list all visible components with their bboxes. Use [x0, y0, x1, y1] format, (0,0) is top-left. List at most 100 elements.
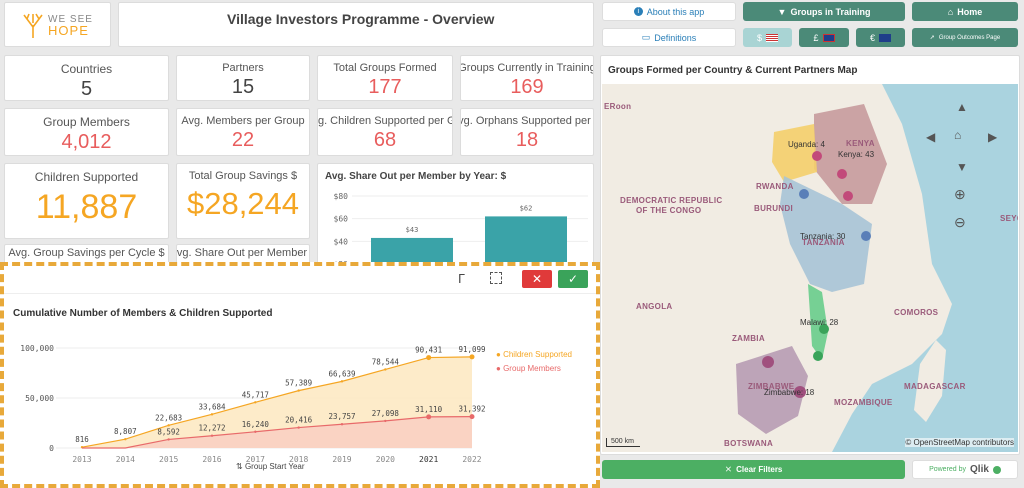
us-flag-icon	[766, 33, 778, 42]
data-point	[124, 437, 127, 441]
pan-right-icon[interactable]: ▶	[988, 130, 998, 144]
map-view[interactable]: ERoon DEMOCRATIC REPUBLIC OF THE CONGO A…	[602, 84, 1018, 452]
data-label: 27,098	[372, 409, 400, 418]
x-tick-label: 2019	[332, 455, 351, 464]
data-point	[210, 413, 214, 416]
kpi-avg-children[interactable]: Avg. Children Supported per G... 68	[317, 108, 453, 156]
map-marker	[837, 169, 847, 179]
overlay-toolbar: ᒥ ✕ ✓	[4, 266, 596, 294]
sort-icon: ⇅	[236, 462, 243, 471]
legend-children[interactable]: ● Children Supported	[496, 350, 572, 359]
info-icon: i	[633, 7, 643, 16]
group-outcomes-button[interactable]: ➚ Group Outcomes Page	[912, 28, 1018, 47]
data-point	[297, 426, 300, 429]
uk-flag-icon	[822, 33, 835, 42]
data-label: 16,240	[242, 420, 270, 429]
kpi-groups-training[interactable]: Groups Currently in Training 169	[460, 55, 594, 101]
pan-up-icon[interactable]: ▲	[956, 100, 968, 114]
book-icon: ▭	[641, 32, 651, 42]
africa-map	[602, 84, 952, 452]
data-label: 8,592	[157, 427, 180, 436]
map-label-drc: DEMOCRATIC REPUBLIC	[620, 196, 723, 205]
kpi-groups-formed[interactable]: Total Groups Formed 177	[317, 55, 453, 101]
map-marker	[819, 324, 829, 334]
map-marker	[812, 151, 822, 161]
bar-value-label: $43	[406, 226, 419, 234]
kpi-group-members[interactable]: Group Members 4,012	[4, 108, 169, 156]
qlik-logo-icon	[992, 465, 1001, 474]
data-point	[340, 423, 344, 426]
legend-members[interactable]: ● Group Members	[496, 364, 561, 373]
bar-y-tick-label: $60	[334, 215, 349, 224]
data-label: 33,684	[198, 402, 226, 411]
page-title: Village Investors Programme - Overview	[227, 11, 495, 27]
share-out-bar-chart: $20 $40 $60 $80 $43 $62	[334, 192, 588, 263]
x-tick-label: 2018	[289, 455, 308, 464]
kpi-countries[interactable]: Countries 5	[4, 55, 169, 101]
map-label-kenya: KENYA	[846, 139, 875, 148]
lasso-icon[interactable]: ᒥ	[458, 272, 465, 286]
x-tick-label: 2020	[376, 455, 395, 464]
groups-training-button[interactable]: ▼ Groups in Training	[743, 2, 905, 21]
kpi-partners[interactable]: Partners 15	[176, 55, 310, 101]
map-marker	[813, 351, 823, 361]
zoom-out-icon[interactable]: ⊖	[954, 214, 966, 230]
kpi-avg-members[interactable]: Avg. Members per Group 22	[176, 108, 310, 156]
zimbabwe-region	[736, 346, 808, 434]
data-label: 12,272	[198, 424, 225, 433]
zoom-in-icon[interactable]: ⊕	[954, 186, 966, 202]
malawi-region	[808, 284, 828, 360]
kpi-avg-savings-cycle[interactable]: Avg. Group Savings per Cycle $	[4, 244, 169, 264]
pan-down-icon[interactable]: ▼	[956, 160, 968, 174]
about-button[interactable]: i About this app	[602, 2, 736, 21]
currency-usd-button[interactable]: $	[743, 28, 792, 47]
selection-settings-icon[interactable]	[490, 272, 502, 284]
data-point	[384, 419, 387, 423]
map-label-madagascar: MADAGASCAR	[904, 382, 966, 391]
home-icon: ⌂	[947, 6, 954, 17]
logo-card: WE SEE HOPE	[4, 2, 111, 47]
kenya-region	[814, 104, 887, 204]
map-marker	[799, 189, 809, 199]
data-label: 31,110	[415, 405, 443, 414]
data-point	[254, 401, 257, 404]
map-label-tanzania: TANZANIA	[802, 238, 845, 247]
kpi-avg-orphans[interactable]: Avg. Orphans Supported per ... 18	[460, 108, 594, 156]
data-label: 45,717	[242, 390, 269, 399]
kpi-avg-share-out[interactable]: Avg. Share Out per Member $	[176, 244, 310, 264]
share-out-chart-card: Avg. Share Out per Member by Year: $ $20…	[317, 163, 594, 264]
clear-filters-button[interactable]: ⨯ Clear Filters	[602, 460, 905, 479]
map-label-rwanda: RWANDA	[756, 182, 794, 191]
map-title: Groups Formed per Country & Current Part…	[608, 65, 858, 76]
definitions-button[interactable]: ▭ Definitions	[602, 28, 736, 47]
data-label: 90,431	[415, 346, 442, 355]
bar-y-tick-label: $80	[334, 192, 349, 201]
currency-eur-button[interactable]: €	[856, 28, 905, 47]
map-label-cameroon: ERoon	[604, 102, 632, 111]
kpi-group-savings[interactable]: Total Group Savings $ $28,244	[176, 163, 310, 239]
x-tick-label: 2013	[72, 455, 91, 464]
area-y-tick-label: 0	[49, 444, 54, 453]
home-view-icon[interactable]: ⌂	[954, 128, 962, 142]
x-axis-title[interactable]: ⇅ Group Start Year	[236, 462, 305, 471]
qlik-badge[interactable]: Powered by Qlik	[912, 460, 1018, 479]
data-point	[167, 438, 170, 441]
bar	[371, 237, 453, 263]
currency-gbp-button[interactable]: £	[799, 28, 849, 47]
cancel-selection-button[interactable]: ✕	[522, 270, 552, 288]
map-marker	[861, 231, 871, 241]
confirm-selection-button[interactable]: ✓	[558, 270, 588, 288]
bar	[485, 216, 567, 263]
home-button[interactable]: ⌂ Home	[912, 2, 1018, 21]
uganda-region	[772, 124, 817, 182]
page-title-card: Village Investors Programme - Overview	[118, 2, 594, 47]
data-label: 8,807	[114, 427, 137, 436]
map-label-seychelles: SEYC	[1000, 214, 1018, 223]
kpi-children-supported[interactable]: Children Supported 11,887	[4, 163, 169, 239]
pan-left-icon[interactable]: ◀	[926, 130, 936, 144]
data-point	[384, 368, 387, 371]
data-point	[469, 414, 475, 420]
map-marker	[794, 386, 806, 398]
data-point	[167, 424, 170, 427]
map-attribution[interactable]: © OpenStreetMap contributors	[905, 438, 1014, 447]
